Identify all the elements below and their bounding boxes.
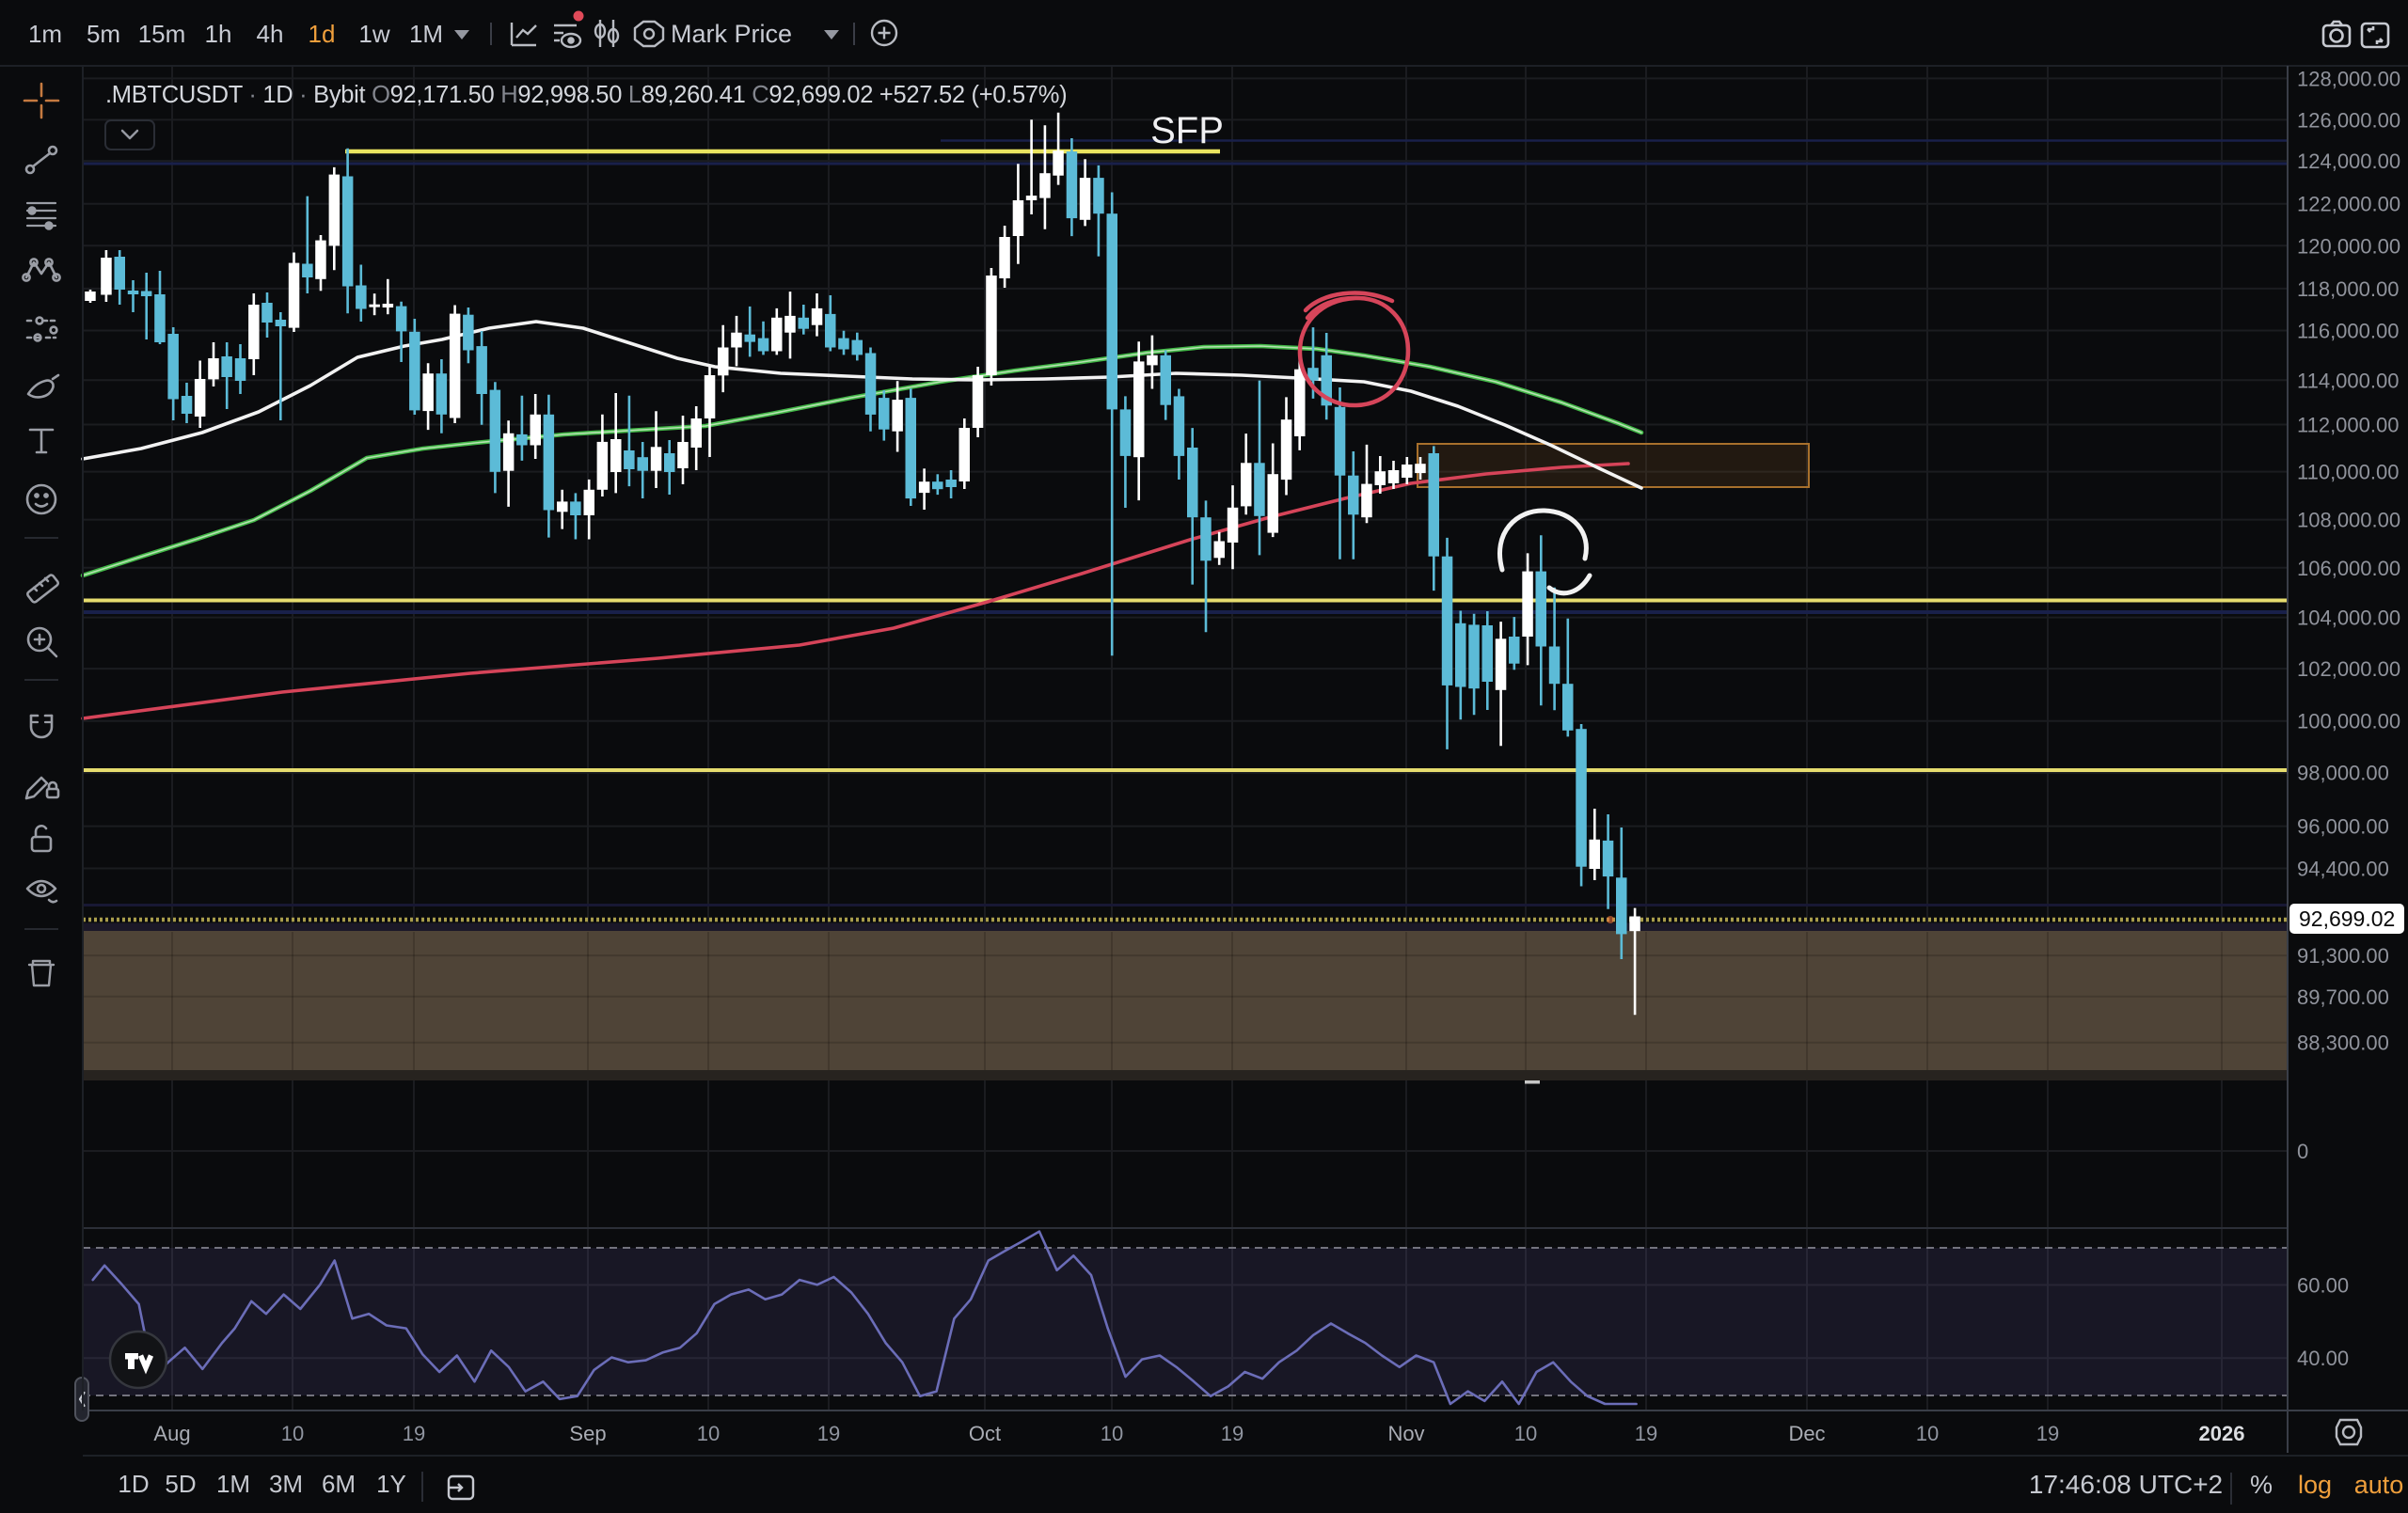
svg-text:10: 10 (1514, 1422, 1537, 1445)
svg-text:98,000.00: 98,000.00 (2297, 762, 2389, 785)
svg-text:128,000.00: 128,000.00 (2297, 67, 2400, 90)
svg-text:1M: 1M (409, 20, 443, 48)
svg-text:60.00: 60.00 (2297, 1274, 2349, 1298)
svg-text:108,000.00: 108,000.00 (2297, 509, 2400, 532)
svg-text:Dec: Dec (1788, 1422, 1825, 1445)
svg-text:91,300.00: 91,300.00 (2297, 944, 2389, 968)
svg-text:104,000.00: 104,000.00 (2297, 607, 2400, 630)
svg-text:116,000.00: 116,000.00 (2297, 320, 2399, 343)
svg-text:110,000.00: 110,000.00 (2297, 461, 2399, 484)
svg-text:15m: 15m (138, 20, 186, 48)
svg-text:89,700.00: 89,700.00 (2297, 985, 2389, 1009)
svg-text:Mark Price: Mark Price (671, 20, 792, 48)
svg-text:19: 19 (2036, 1422, 2059, 1445)
svg-text:6M: 6M (322, 1470, 356, 1498)
svg-text:102,000.00: 102,000.00 (2297, 657, 2400, 681)
svg-text:1D: 1D (118, 1470, 149, 1498)
svg-text:SFP: SFP (1150, 110, 1224, 151)
svg-text:17:46:08 UTC+2: 17:46:08 UTC+2 (2029, 1470, 2223, 1499)
svg-text:88,300.00: 88,300.00 (2297, 1032, 2389, 1055)
svg-text:19: 19 (1221, 1422, 1244, 1445)
svg-text:10: 10 (1916, 1422, 1939, 1445)
svg-text:19: 19 (403, 1422, 425, 1445)
svg-text:2026: 2026 (2199, 1422, 2245, 1445)
svg-text:124,000.00: 124,000.00 (2297, 150, 2400, 173)
svg-text:5D: 5D (165, 1470, 196, 1498)
svg-text:10: 10 (281, 1422, 304, 1445)
svg-text:114,000.00: 114,000.00 (2297, 369, 2399, 392)
svg-text:5m: 5m (87, 20, 120, 48)
svg-text:0: 0 (2297, 1140, 2308, 1163)
svg-text:120,000.00: 120,000.00 (2297, 234, 2400, 258)
svg-text:118,000.00: 118,000.00 (2297, 277, 2399, 301)
svg-text:Sep: Sep (569, 1422, 606, 1445)
svg-text:122,000.00: 122,000.00 (2297, 193, 2400, 216)
svg-text:1Y: 1Y (376, 1470, 406, 1498)
svg-text:126,000.00: 126,000.00 (2297, 108, 2400, 132)
svg-text:10: 10 (697, 1422, 720, 1445)
svg-text:1w: 1w (358, 20, 389, 48)
svg-text:1h: 1h (205, 20, 232, 48)
svg-text:Oct: Oct (969, 1422, 1001, 1445)
svg-text:112,000.00: 112,000.00 (2297, 414, 2399, 437)
svg-text:1m: 1m (28, 20, 62, 48)
svg-text:1d: 1d (309, 20, 336, 48)
svg-text:10: 10 (1101, 1422, 1123, 1445)
svg-text:1M: 1M (216, 1470, 250, 1498)
svg-text:19: 19 (817, 1422, 840, 1445)
svg-text:94,400.00: 94,400.00 (2297, 858, 2389, 881)
svg-text:19: 19 (1635, 1422, 1657, 1445)
svg-text:40.00: 40.00 (2297, 1347, 2349, 1370)
svg-text:96,000.00: 96,000.00 (2297, 815, 2389, 839)
svg-text:auto: auto (2354, 1471, 2404, 1499)
svg-text:Aug: Aug (153, 1422, 190, 1445)
svg-text:92,699.02: 92,699.02 (2299, 906, 2395, 931)
svg-text:Nov: Nov (1387, 1422, 1424, 1445)
svg-text:3M: 3M (269, 1470, 303, 1498)
svg-text:.MBTCUSDT · 1D · Bybit O92,17: .MBTCUSDT · 1D · Bybit O92,171.50 H92,99… (105, 82, 1067, 108)
svg-text:106,000.00: 106,000.00 (2297, 557, 2400, 580)
svg-text:%: % (2250, 1471, 2273, 1499)
svg-text:log: log (2298, 1471, 2332, 1499)
svg-text:100,000.00: 100,000.00 (2297, 710, 2400, 733)
svg-text:4h: 4h (257, 20, 284, 48)
